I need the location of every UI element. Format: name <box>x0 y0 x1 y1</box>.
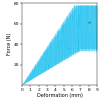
Y-axis label: Force (N): Force (N) <box>7 33 12 55</box>
X-axis label: Deformation (mm): Deformation (mm) <box>37 93 82 98</box>
